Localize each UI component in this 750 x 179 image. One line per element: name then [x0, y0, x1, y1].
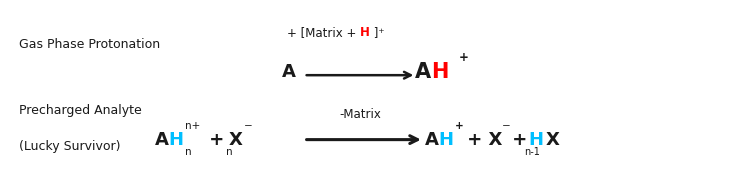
Text: A: A: [424, 131, 439, 149]
Text: + [Matrix +: + [Matrix +: [286, 26, 360, 39]
Text: n: n: [226, 147, 232, 157]
Text: Precharged Analyte: Precharged Analyte: [19, 105, 142, 117]
Text: X: X: [229, 131, 243, 149]
Text: +: +: [203, 131, 231, 149]
Text: H: H: [439, 131, 454, 149]
Text: +: +: [506, 131, 527, 149]
Text: −: −: [502, 121, 511, 131]
Text: n: n: [185, 147, 192, 157]
Text: (Lucky Survivor): (Lucky Survivor): [19, 140, 120, 153]
Text: +: +: [458, 51, 468, 64]
Text: H: H: [360, 26, 370, 39]
Text: H: H: [431, 62, 448, 82]
Text: A: A: [415, 62, 431, 82]
Text: −: −: [244, 121, 253, 131]
Text: Gas Phase Protonation: Gas Phase Protonation: [19, 38, 160, 51]
Text: X: X: [545, 131, 559, 149]
Text: A: A: [282, 63, 296, 81]
Text: + X: + X: [461, 131, 503, 149]
Text: -Matrix: -Matrix: [339, 108, 381, 121]
Text: H: H: [529, 131, 544, 149]
Text: ]⁺: ]⁺: [370, 26, 384, 39]
Text: n-1: n-1: [524, 147, 540, 157]
Text: +: +: [455, 121, 464, 131]
Text: n+: n+: [185, 121, 200, 131]
Text: H: H: [169, 131, 184, 149]
Text: A: A: [154, 131, 169, 149]
